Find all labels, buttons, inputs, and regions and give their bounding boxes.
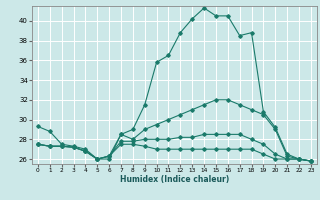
X-axis label: Humidex (Indice chaleur): Humidex (Indice chaleur) — [120, 175, 229, 184]
